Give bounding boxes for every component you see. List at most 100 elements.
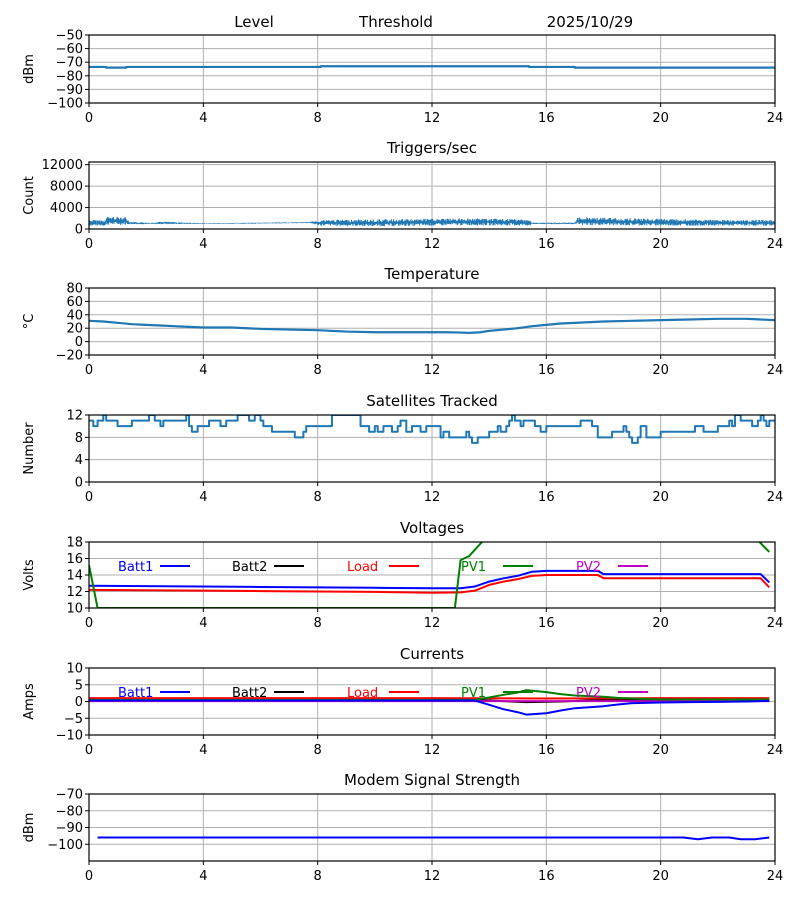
y-tick-label: −80 [56, 69, 83, 84]
chart-title: Triggers/sec [386, 139, 477, 157]
y-tick-label: 40 [66, 308, 83, 323]
x-tick-label: 16 [538, 237, 555, 252]
y-axis-label: Count [22, 176, 37, 215]
x-tick-label: 24 [767, 743, 784, 758]
x-tick-label: 24 [767, 237, 784, 252]
x-tick-label: 4 [199, 616, 207, 631]
x-tick-label: 8 [314, 363, 322, 378]
x-tick-label: 12 [424, 237, 441, 252]
x-tick-label: 8 [314, 743, 322, 758]
legend-label-pv1: PV1 [461, 560, 486, 575]
x-tick-label: 16 [538, 616, 555, 631]
legend-label-pv1: PV1 [461, 686, 486, 701]
x-tick-label: 20 [652, 869, 669, 884]
header-date-label: 2025/10/29 [547, 13, 633, 31]
plot-frame [88, 793, 776, 862]
y-tick-label: −50 [56, 29, 83, 44]
x-tick-label: 8 [314, 869, 322, 884]
y-tick-label: 14 [66, 569, 83, 584]
series-load [89, 574, 771, 594]
legend-label-pv2: PV2 [576, 686, 601, 701]
y-tick-label: 20 [66, 322, 83, 337]
x-tick-label: 20 [652, 616, 669, 631]
panel-satellites: Satellites Tracked Number 0 4 8 12 0 4 8 12 16 20 24 [22, 392, 783, 505]
series-triggers [89, 216, 775, 227]
x-tick-label: 4 [199, 111, 207, 126]
y-tick-label: −90 [56, 83, 83, 98]
x-tick-label: 8 [314, 616, 322, 631]
y-tick-label: 18 [66, 536, 83, 551]
x-tick-label: 0 [85, 111, 93, 126]
y-tick-label: 0 [75, 223, 83, 238]
plot-frame [88, 541, 776, 609]
y-tick-label: 60 [66, 295, 83, 310]
x-tick-label: 0 [85, 616, 93, 631]
x-tick-label: 20 [652, 237, 669, 252]
x-tick-label: 16 [538, 869, 555, 884]
x-tick-label: 4 [199, 490, 207, 505]
y-tick-label: −90 [56, 821, 83, 836]
y-tick-label: 4 [75, 453, 83, 468]
y-axis-label: Amps [22, 683, 37, 720]
y-tick-label: 5 [75, 678, 83, 693]
chart-title: Voltages [400, 519, 464, 537]
x-tick-label: 24 [767, 363, 784, 378]
chart-title: Modem Signal Strength [344, 771, 520, 789]
y-tick-label: 12 [66, 585, 83, 600]
x-tick-label: 12 [424, 743, 441, 758]
legend-label-batt2: Batt2 [232, 686, 267, 701]
y-tick-label: 0 [75, 335, 83, 350]
y-axis-label: Volts [22, 559, 37, 591]
y-tick-label: 12 [66, 409, 83, 424]
x-tick-label: 16 [538, 743, 555, 758]
plot-frame [88, 667, 776, 736]
series-batt1 [89, 699, 770, 716]
panel-modem: Modem Signal Strength dBm −70−80 −90 −100 0 4 8… [22, 771, 783, 884]
y-tick-label: 0 [75, 476, 83, 491]
x-tick-label: 16 [538, 111, 555, 126]
y-axis-label: dBm [22, 813, 37, 843]
x-tick-label: 0 [85, 869, 93, 884]
y-tick-label: −60 [56, 42, 83, 57]
y-tick-label: 0 [75, 695, 83, 710]
legend-label-load: Load [347, 560, 378, 575]
x-tick-label: 12 [424, 490, 441, 505]
y-tick-label: 10 [66, 602, 83, 617]
x-tick-label: 12 [424, 869, 441, 884]
series-modem [97, 836, 770, 841]
x-tick-label: 24 [767, 869, 784, 884]
panel-triggers: Triggers/sec Count 0 4000 8000 12000 0 4 8 12 16 20… [22, 139, 783, 252]
legend-label-batt2: Batt2 [232, 560, 267, 575]
legend-label-batt1: Batt1 [118, 560, 153, 575]
y-axis-label: °C [22, 314, 37, 330]
x-tick-label: 0 [85, 363, 93, 378]
y-tick-label: 12000 [42, 158, 83, 173]
plot-frame [88, 287, 776, 356]
y-tick-label: −10 [56, 729, 83, 744]
y-tick-label: −80 [56, 804, 83, 819]
series-temperature [89, 317, 775, 334]
x-tick-label: 20 [652, 490, 669, 505]
x-tick-label: 12 [424, 363, 441, 378]
plot-frame [88, 161, 776, 230]
y-tick-label: 8 [75, 431, 83, 446]
series-level [89, 65, 775, 69]
y-tick-label: 10 [66, 662, 83, 677]
x-tick-label: 20 [652, 111, 669, 126]
x-tick-label: 12 [424, 616, 441, 631]
x-tick-label: 12 [424, 111, 441, 126]
x-tick-label: 0 [85, 237, 93, 252]
x-tick-label: 20 [652, 363, 669, 378]
y-axis-label: dBm [22, 54, 37, 84]
x-tick-label: 8 [314, 111, 322, 126]
x-tick-label: 4 [199, 237, 207, 252]
x-tick-label: 24 [767, 490, 784, 505]
header-level-label: Level [234, 13, 274, 31]
x-tick-label: 4 [199, 743, 207, 758]
y-tick-label: −100 [47, 838, 83, 853]
y-tick-label: −70 [56, 788, 83, 803]
